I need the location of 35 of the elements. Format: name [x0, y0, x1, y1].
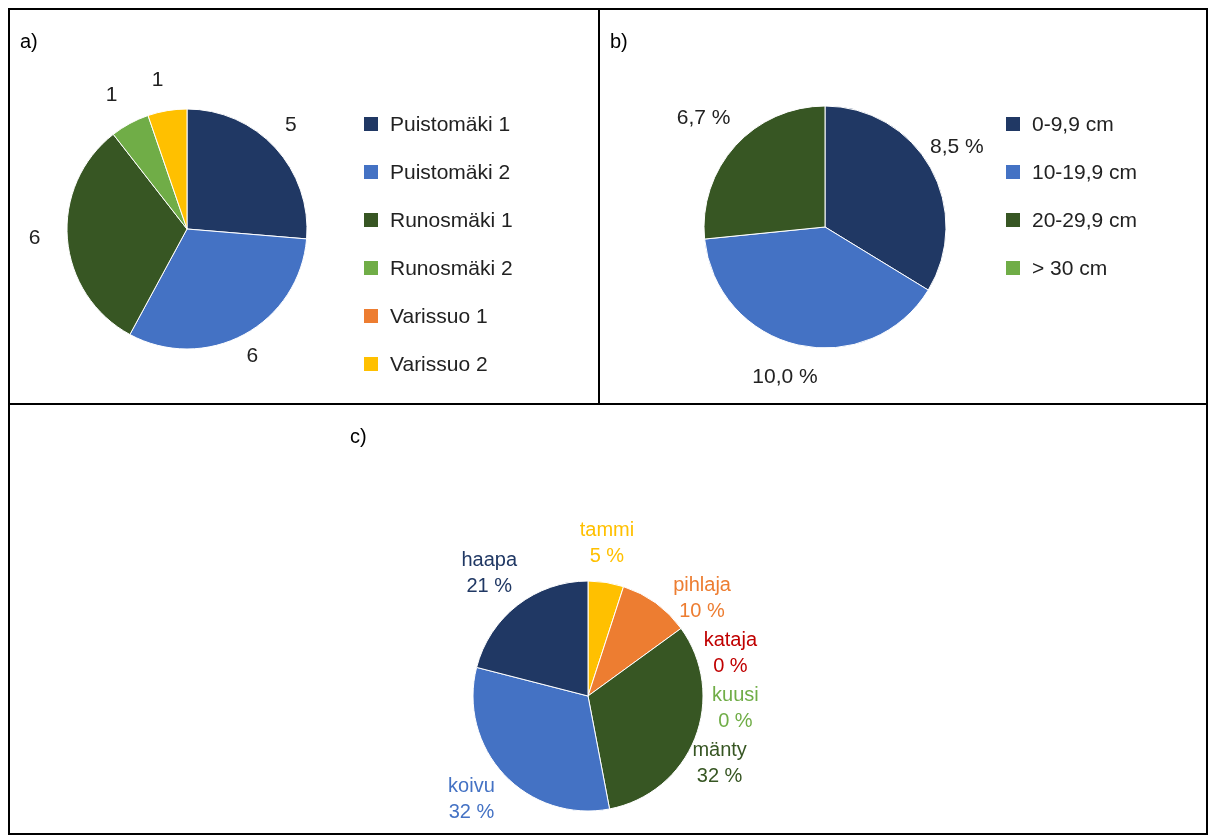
- text: 0 %: [713, 653, 748, 676]
- legend-label: Varissuo 1: [390, 304, 488, 328]
- chart-title: c): [350, 425, 367, 448]
- category-label: kuusi: [712, 682, 759, 705]
- data-label: 5: [285, 112, 297, 136]
- legend-label: Puistomäki 1: [390, 112, 511, 136]
- legend-label: 0-9,9 cm: [1032, 112, 1114, 136]
- chart-title: a): [20, 30, 38, 53]
- legend-label: > 30 cm: [1032, 256, 1108, 280]
- data-label: 21 %: [466, 574, 513, 597]
- slice-label: pihlaja: [673, 572, 732, 595]
- text: 0 %: [718, 708, 753, 731]
- data-label: 32 %: [448, 799, 495, 822]
- slice-label: tammi: [579, 517, 635, 540]
- data-label: 8,5 %: [930, 133, 984, 157]
- data-label: 10 %: [679, 598, 726, 621]
- legend-label: Runosmäki 2: [390, 256, 513, 280]
- legend-label: 10-19,9 cm: [1032, 160, 1138, 184]
- slice-label: haapa: [461, 548, 518, 571]
- legend-label: Runosmäki 1: [390, 208, 513, 232]
- slice-label: mänty: [692, 737, 747, 760]
- data-label: 32 %: [696, 763, 743, 786]
- data-label: 1: [105, 82, 118, 106]
- chart-title: b): [610, 30, 628, 53]
- data-label: 10,0 %: [752, 363, 818, 387]
- data-label: 5 %: [589, 543, 625, 566]
- legend-label: Varissuo 2: [390, 352, 488, 376]
- data-label: 6: [246, 342, 259, 366]
- data-label: 6: [28, 224, 41, 248]
- data-label: 1: [151, 66, 164, 90]
- category-label: kataja: [703, 627, 758, 650]
- legend-label: Puistomäki 2: [390, 160, 511, 184]
- slice-label: koivu: [448, 773, 495, 796]
- legend-label: 20-29,9 cm: [1032, 208, 1138, 232]
- data-label: 6,7 %: [676, 105, 731, 129]
